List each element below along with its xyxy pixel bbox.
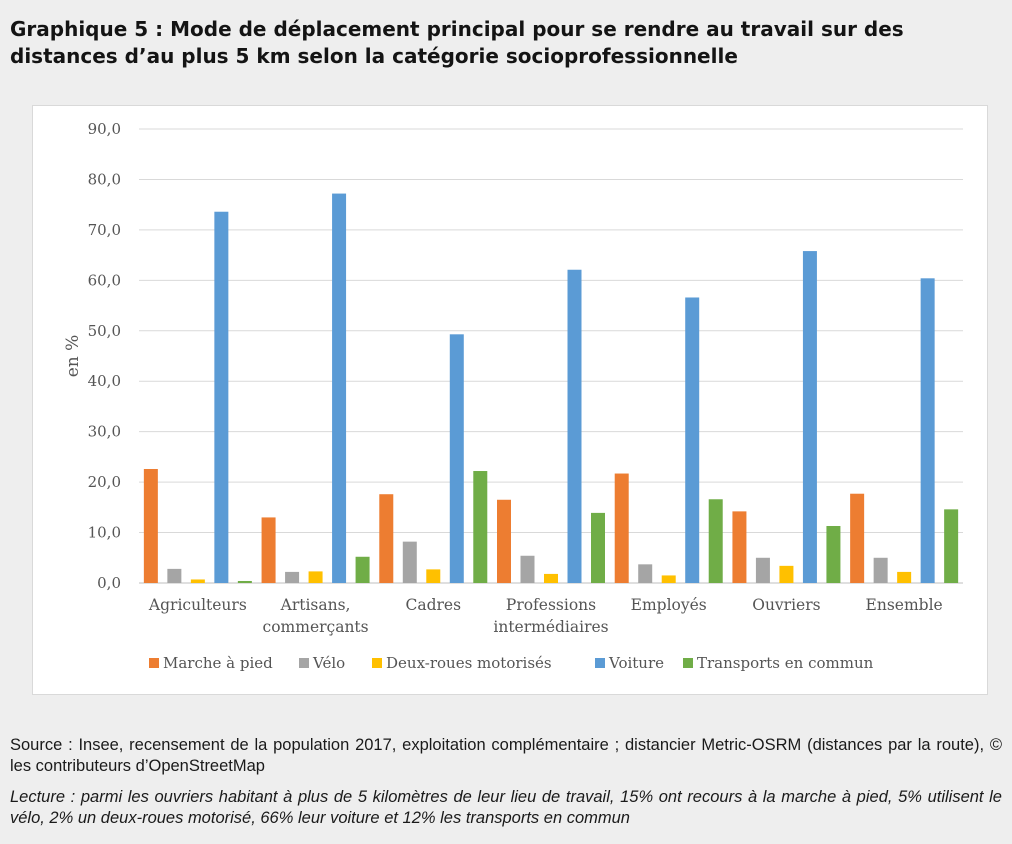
bar-v-lo-2 xyxy=(402,541,417,583)
bar-voiture-6 xyxy=(920,278,935,583)
bar-v-lo-5 xyxy=(755,557,770,583)
y-tick-label: 10,0 xyxy=(88,524,121,542)
bar-marche-pied-1 xyxy=(261,517,276,583)
y-tick-label: 30,0 xyxy=(88,423,121,441)
legend-swatch xyxy=(595,658,605,668)
y-axis-ticks: 0,0 10,0 20,0 30,0 40,0 50,0 60,0 70,0 80,0 90,0 xyxy=(88,120,121,592)
y-tick-label: 40,0 xyxy=(88,372,121,390)
bar-marche-pied-5 xyxy=(732,511,747,583)
legend-swatch xyxy=(683,658,693,668)
y-tick-label: 80,0 xyxy=(88,170,121,188)
bar-deux-roues-motoris-s-1 xyxy=(308,571,323,583)
x-tick-label: Professions xyxy=(506,596,596,614)
legend-swatch xyxy=(299,658,309,668)
x-axis-ticks: Agriculteurs Artisans, commerçants Cadres Pr… xyxy=(148,596,943,636)
bar-deux-roues-motoris-s-4 xyxy=(661,575,676,583)
y-tick-label: 70,0 xyxy=(88,221,121,239)
bar-marche-pied-4 xyxy=(614,473,629,583)
legend-label: Vélo xyxy=(312,654,345,672)
bar-v-lo-3 xyxy=(520,555,535,583)
bar-voiture-3 xyxy=(567,269,582,583)
bar-transports-en-commun-6 xyxy=(944,509,959,583)
bar-transports-en-commun-2 xyxy=(473,471,488,583)
x-tick-label: Artisans, xyxy=(280,596,351,614)
source-note: Source : Insee, recensement de la popula… xyxy=(10,736,1002,775)
x-tick-label: Ouvriers xyxy=(752,596,820,614)
y-tick-label: 50,0 xyxy=(88,322,121,340)
bar-v-lo-4 xyxy=(638,564,653,583)
legend-label: Deux-roues motorisés xyxy=(386,654,552,672)
bar-voiture-1 xyxy=(332,193,347,583)
y-axis-label: en % xyxy=(63,335,83,378)
legend-label: Marche à pied xyxy=(163,654,273,672)
chart-area: 0,0 10,0 20,0 30,0 40,0 50,0 60,0 70,0 80,0 90,0 … xyxy=(32,105,988,695)
bar-deux-roues-motoris-s-6 xyxy=(897,571,912,583)
x-tick-label: Agriculteurs xyxy=(148,596,247,614)
bar-v-lo-6 xyxy=(873,557,888,583)
bar-voiture-2 xyxy=(449,334,464,583)
bars xyxy=(143,193,959,583)
bar-voiture-0 xyxy=(214,211,229,583)
bar-marche-pied-3 xyxy=(497,499,511,583)
bar-chart: 0,010,020,030,040,050,060,070,080,090,0 … xyxy=(63,120,963,672)
bar-voiture-4 xyxy=(685,297,700,583)
bar-voiture-5 xyxy=(802,251,817,583)
bar-deux-roues-motoris-s-0 xyxy=(190,579,205,583)
bar-transports-en-commun-1 xyxy=(355,556,370,583)
bar-deux-roues-motoris-s-3 xyxy=(544,573,558,583)
bar-marche-pied-6 xyxy=(850,493,865,583)
legend: Marche à pied Vélo Deux-roues motorisés Voi… xyxy=(149,654,874,672)
y-tick-label: 60,0 xyxy=(88,271,121,289)
x-tick-label: Cadres xyxy=(406,596,462,614)
bar-v-lo-1 xyxy=(285,571,300,583)
y-tick-label: 90,0 xyxy=(88,120,121,138)
legend-label: Voiture xyxy=(608,654,664,672)
legend-label: Transports en commun xyxy=(697,654,874,672)
bar-deux-roues-motoris-s-5 xyxy=(779,565,794,583)
bar-transports-en-commun-4 xyxy=(708,499,723,583)
bar-transports-en-commun-3 xyxy=(591,512,605,583)
x-tick-label: commerçants xyxy=(263,618,369,636)
x-tick-label: Employés xyxy=(631,596,707,614)
x-tick-label: intermédiaires xyxy=(493,618,608,636)
bar-deux-roues-motoris-s-2 xyxy=(426,569,441,583)
legend-swatch xyxy=(372,658,382,668)
chart-title: Graphique 5 : Mode de déplacement princi… xyxy=(10,17,904,68)
legend-swatch xyxy=(149,658,159,668)
bar-marche-pied-2 xyxy=(379,494,394,583)
bar-marche-pied-0 xyxy=(143,468,158,583)
x-tick-label: Ensemble xyxy=(866,596,943,614)
bar-transports-en-commun-5 xyxy=(826,525,841,583)
gridlines xyxy=(139,128,963,584)
y-tick-label: 0,0 xyxy=(97,574,121,592)
reading-note: Lecture : parmi les ouvriers habitant à … xyxy=(10,788,1002,827)
bar-v-lo-0 xyxy=(167,568,182,583)
bar-transports-en-commun-0 xyxy=(237,580,252,583)
y-tick-label: 20,0 xyxy=(88,473,121,491)
